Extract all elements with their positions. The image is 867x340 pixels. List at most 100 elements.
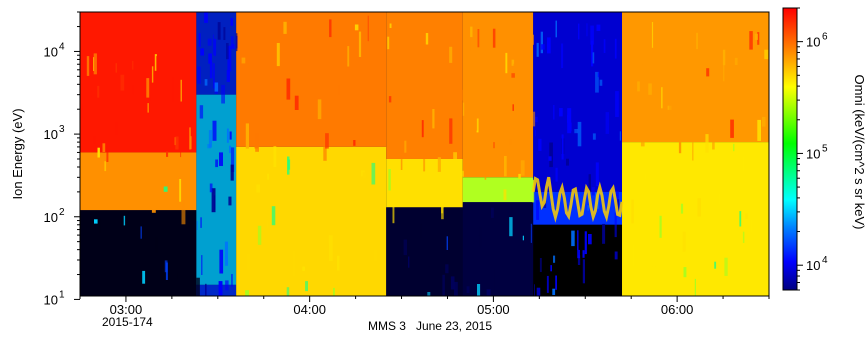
texture-streak bbox=[582, 259, 585, 284]
colorbar-tick-label: 10 bbox=[806, 35, 820, 50]
segment-upper-4 bbox=[462, 12, 534, 178]
texture-streak bbox=[166, 151, 169, 157]
texture-streak bbox=[754, 33, 758, 40]
texture-streak bbox=[599, 79, 603, 86]
texture-streak bbox=[749, 31, 753, 50]
texture-streak bbox=[455, 65, 459, 82]
texture-streak bbox=[86, 56, 90, 76]
texture-streak bbox=[97, 47, 101, 67]
texture-streak bbox=[276, 43, 280, 67]
texture-streak bbox=[441, 204, 443, 214]
texture-streak bbox=[561, 43, 564, 69]
texture-streak bbox=[504, 128, 509, 147]
texture-streak bbox=[131, 186, 133, 201]
texture-streak bbox=[602, 223, 606, 244]
texture-streak bbox=[536, 42, 539, 57]
texture-streak bbox=[82, 95, 87, 110]
texture-streak bbox=[502, 259, 506, 267]
texture-streak bbox=[742, 231, 745, 243]
texture-streak bbox=[425, 33, 429, 45]
texture-streak bbox=[102, 143, 106, 152]
texture-streak bbox=[197, 294, 200, 296]
texture-streak bbox=[123, 215, 126, 226]
texture-streak bbox=[587, 205, 589, 211]
texture-streak bbox=[453, 152, 457, 168]
texture-streak bbox=[230, 36, 234, 49]
texture-streak bbox=[132, 60, 134, 70]
texture-streak bbox=[492, 28, 496, 48]
texture-streak bbox=[475, 116, 478, 131]
texture-streak bbox=[312, 18, 314, 35]
texture-streak bbox=[353, 140, 356, 146]
texture-streak bbox=[479, 46, 481, 71]
texture-streak bbox=[286, 78, 291, 100]
texture-streak bbox=[549, 142, 553, 168]
texture-streak bbox=[536, 287, 541, 296]
texture-streak bbox=[151, 200, 156, 213]
texture-streak bbox=[316, 18, 320, 27]
texture-streak bbox=[712, 129, 715, 150]
texture-streak bbox=[592, 133, 596, 140]
texture-streak bbox=[226, 70, 230, 82]
colorbar-tick-exponent: 6 bbox=[822, 32, 828, 43]
texture-streak bbox=[566, 158, 569, 166]
texture-streak bbox=[574, 129, 579, 134]
texture-streak bbox=[637, 81, 640, 92]
texture-streak bbox=[97, 147, 100, 158]
texture-streak bbox=[423, 12, 427, 26]
texture-streak bbox=[617, 199, 620, 210]
texture-streak bbox=[205, 283, 207, 296]
texture-streak bbox=[140, 226, 142, 239]
texture-streak bbox=[539, 258, 542, 272]
texture-streak bbox=[423, 147, 426, 172]
y-tick-label: 10 bbox=[44, 292, 58, 307]
texture-streak bbox=[208, 130, 212, 148]
texture-streak bbox=[200, 48, 204, 56]
texture-streak bbox=[180, 148, 182, 158]
texture-streak bbox=[577, 249, 580, 259]
texture-streak bbox=[317, 99, 322, 120]
texture-streak bbox=[93, 53, 97, 75]
texture-streak bbox=[213, 63, 215, 89]
texture-streak bbox=[172, 77, 174, 103]
texture-streak bbox=[473, 136, 477, 150]
texture-streak bbox=[538, 138, 542, 151]
texture-streak bbox=[669, 104, 673, 119]
plot-area bbox=[80, 12, 769, 296]
texture-streak bbox=[180, 79, 182, 102]
segment-3 bbox=[386, 12, 463, 296]
texture-streak bbox=[338, 120, 343, 141]
texture-streak bbox=[518, 20, 522, 46]
texture-streak bbox=[506, 289, 509, 296]
texture-streak bbox=[97, 111, 99, 129]
texture-streak bbox=[664, 169, 666, 191]
colorbar-tick-exponent: 4 bbox=[822, 255, 828, 266]
texture-streak bbox=[597, 72, 600, 78]
y-tick-exponent: 2 bbox=[59, 207, 65, 218]
texture-streak bbox=[231, 274, 233, 287]
texture-streak bbox=[229, 131, 232, 140]
texture-streak bbox=[212, 120, 217, 141]
texture-streak bbox=[705, 134, 709, 153]
texture-streak bbox=[661, 87, 663, 109]
texture-streak bbox=[675, 151, 679, 161]
segment-mid-6 bbox=[622, 142, 769, 296]
y-axis-label: Ion Energy (eV) bbox=[10, 108, 25, 199]
segment-lower-3 bbox=[386, 207, 463, 296]
texture-streak bbox=[471, 17, 475, 25]
texture-streak bbox=[160, 192, 163, 204]
texture-streak bbox=[427, 292, 431, 296]
texture-streak bbox=[373, 249, 377, 262]
texture-streak bbox=[548, 156, 552, 161]
texture-streak bbox=[142, 270, 146, 284]
texture-streak bbox=[93, 57, 95, 71]
texture-streak bbox=[477, 284, 481, 296]
texture-streak bbox=[466, 81, 470, 102]
texture-streak bbox=[640, 127, 645, 147]
texture-streak bbox=[404, 92, 407, 107]
texture-streak bbox=[624, 241, 628, 266]
texture-streak bbox=[156, 260, 160, 275]
texture-streak bbox=[240, 248, 242, 253]
segment-4 bbox=[462, 12, 534, 296]
